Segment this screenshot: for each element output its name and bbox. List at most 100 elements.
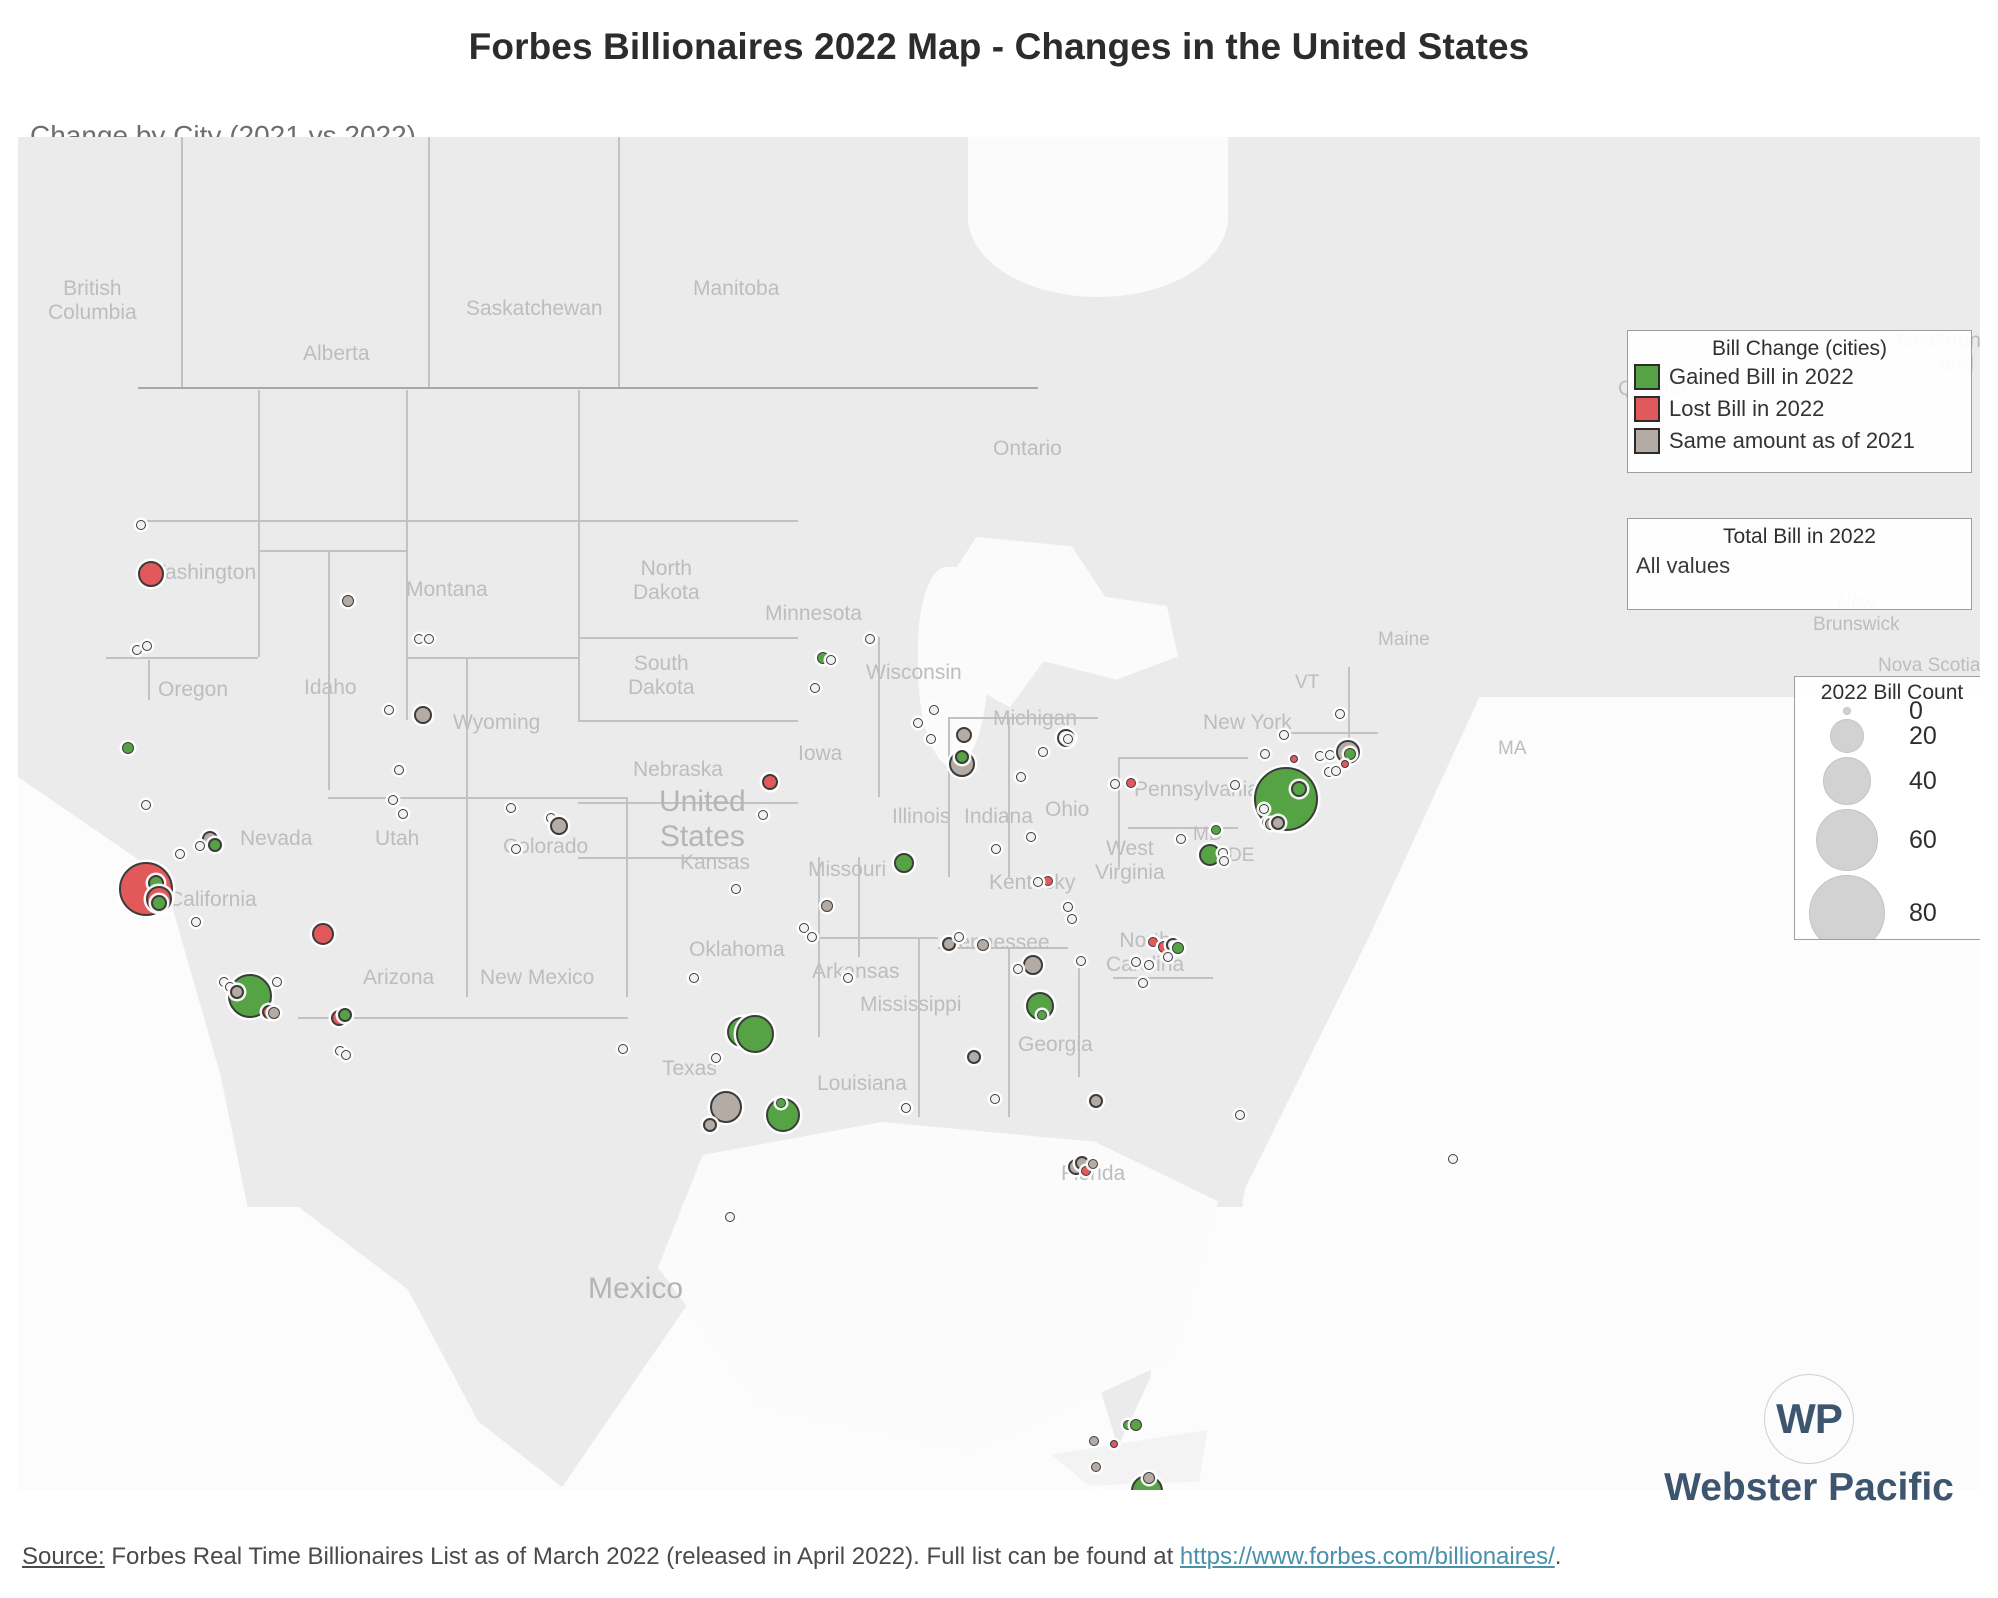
- map-mark-same[interactable]: [967, 1050, 981, 1064]
- map-mark-lost[interactable]: [762, 774, 778, 790]
- map-mark-lost[interactable]: [1081, 1166, 1091, 1176]
- map-mark-same[interactable]: [1110, 779, 1120, 789]
- map-mark-gained[interactable]: [338, 1008, 352, 1022]
- map-mark-same[interactable]: [865, 634, 875, 644]
- map-mark-same[interactable]: [1138, 978, 1148, 988]
- map-mark-same[interactable]: [398, 809, 408, 819]
- map-mark-same[interactable]: [511, 844, 521, 854]
- map-mark-lost[interactable]: [1148, 937, 1158, 947]
- map-mark-same[interactable]: [1260, 749, 1270, 759]
- map-mark-same[interactable]: [342, 595, 354, 607]
- map-mark-same[interactable]: [990, 1094, 1000, 1104]
- map-mark-same[interactable]: [731, 884, 741, 894]
- map-mark-same[interactable]: [703, 1118, 717, 1132]
- map-mark-same[interactable]: [799, 923, 809, 933]
- map-mark-lost[interactable]: [1341, 760, 1349, 768]
- map-mark-gained[interactable]: [1172, 942, 1184, 954]
- map-mark-same[interactable]: [1144, 960, 1154, 970]
- map-mark-same[interactable]: [550, 817, 568, 835]
- map-mark-gained[interactable]: [1037, 1010, 1047, 1020]
- map-mark-same[interactable]: [142, 641, 152, 651]
- map-mark-same[interactable]: [711, 1053, 721, 1063]
- map-mark-same[interactable]: [689, 973, 699, 983]
- map-mark-gained[interactable]: [1130, 1419, 1142, 1431]
- map-mark-same[interactable]: [424, 634, 434, 644]
- map-mark-gained[interactable]: [1344, 748, 1356, 760]
- map-mark-same[interactable]: [1091, 1462, 1101, 1472]
- map-mark-gained[interactable]: [151, 895, 167, 911]
- map-mark-same[interactable]: [1219, 856, 1229, 866]
- footer-source-link[interactable]: https://www.forbes.com/billionaires/: [1179, 1543, 1555, 1570]
- map-mark-same[interactable]: [954, 932, 964, 942]
- map-mark-same[interactable]: [414, 634, 424, 644]
- map-mark-gained[interactable]: [894, 853, 914, 873]
- map-mark-lost[interactable]: [312, 923, 334, 945]
- map-mark-gained[interactable]: [776, 1098, 786, 1108]
- map-mark-same[interactable]: [195, 841, 205, 851]
- map-mark-same[interactable]: [1023, 955, 1043, 975]
- map-mark-same[interactable]: [956, 727, 972, 743]
- map-mark-same[interactable]: [725, 1212, 735, 1222]
- map-mark-same[interactable]: [1016, 772, 1026, 782]
- legend-item-lost[interactable]: Lost Bill in 2022: [1628, 393, 1971, 425]
- map-mark-same[interactable]: [1063, 902, 1073, 912]
- map-mark-same[interactable]: [1448, 1154, 1458, 1164]
- map-mark-same[interactable]: [136, 520, 146, 530]
- map-mark-same[interactable]: [942, 937, 956, 951]
- map-mark-gained[interactable]: [1211, 825, 1221, 835]
- map-mark-same[interactable]: [394, 765, 404, 775]
- map-mark-same[interactable]: [1131, 957, 1141, 967]
- map-mark-same[interactable]: [1325, 750, 1335, 760]
- map-mark-gained[interactable]: [208, 838, 222, 852]
- map-mark-same[interactable]: [1315, 751, 1325, 761]
- map-mark-same[interactable]: [1259, 804, 1269, 814]
- map-mark-same[interactable]: [1088, 1159, 1098, 1169]
- map-mark-same[interactable]: [1067, 914, 1077, 924]
- legend-item-same[interactable]: Same amount as of 2021: [1628, 425, 1971, 457]
- map-mark-same[interactable]: [821, 900, 833, 912]
- map-mark-same[interactable]: [1271, 816, 1285, 830]
- map-mark-lost[interactable]: [1043, 876, 1053, 886]
- map-mark-same[interactable]: [710, 1091, 742, 1123]
- map-mark-lost[interactable]: [1126, 778, 1136, 788]
- map-mark-same[interactable]: [758, 810, 768, 820]
- map-mark-same[interactable]: [1076, 956, 1086, 966]
- map-mark-gained[interactable]: [955, 750, 969, 764]
- map-mark-same[interactable]: [618, 1044, 628, 1054]
- map-mark-same[interactable]: [901, 1103, 911, 1113]
- filter-total-bill-value[interactable]: All values: [1636, 553, 1731, 578]
- map-mark-same[interactable]: [272, 977, 282, 987]
- map-mark-same[interactable]: [1331, 766, 1341, 776]
- map-mark-same[interactable]: [230, 985, 244, 999]
- map-mark-same[interactable]: [1163, 952, 1173, 962]
- map-mark-same[interactable]: [1235, 1110, 1245, 1120]
- map-mark-same[interactable]: [1013, 964, 1023, 974]
- map-mark-same[interactable]: [175, 849, 185, 859]
- map-mark-same[interactable]: [268, 1007, 280, 1019]
- map-mark-same[interactable]: [1143, 1472, 1155, 1484]
- map-mark-same[interactable]: [414, 706, 432, 724]
- map-canvas[interactable]: British Columbia Alberta Saskatchewan Manit…: [18, 137, 1980, 1490]
- map-mark-same[interactable]: [1089, 1094, 1103, 1108]
- map-mark-lost[interactable]: [1290, 755, 1298, 763]
- map-mark-same[interactable]: [1335, 709, 1345, 719]
- map-mark-same[interactable]: [991, 844, 1001, 854]
- map-mark-same[interactable]: [384, 705, 394, 715]
- map-mark-same[interactable]: [1063, 734, 1073, 744]
- map-mark-lost[interactable]: [1110, 1440, 1118, 1448]
- map-mark-same[interactable]: [1026, 832, 1036, 842]
- map-mark-same[interactable]: [1033, 877, 1043, 887]
- map-mark-same[interactable]: [926, 734, 936, 744]
- map-mark-lost[interactable]: [138, 561, 164, 587]
- map-mark-same[interactable]: [807, 932, 817, 942]
- map-mark-same[interactable]: [191, 917, 201, 927]
- map-mark-same[interactable]: [810, 683, 820, 693]
- legend-item-gained[interactable]: Gained Bill in 2022: [1628, 361, 1971, 393]
- map-mark-same[interactable]: [929, 705, 939, 715]
- map-mark-gained[interactable]: [736, 1015, 774, 1053]
- map-mark-same[interactable]: [1279, 730, 1289, 740]
- map-mark-same[interactable]: [843, 973, 853, 983]
- map-mark-same[interactable]: [826, 655, 836, 665]
- map-mark-same[interactable]: [132, 645, 142, 655]
- map-mark-same[interactable]: [388, 795, 398, 805]
